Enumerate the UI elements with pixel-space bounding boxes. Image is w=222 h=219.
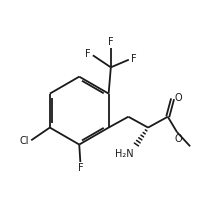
- Text: F: F: [78, 163, 84, 173]
- Text: F: F: [109, 37, 114, 47]
- Text: O: O: [175, 134, 182, 144]
- Text: O: O: [175, 93, 182, 103]
- Text: F: F: [85, 49, 90, 59]
- Text: F: F: [131, 54, 137, 64]
- Text: Cl: Cl: [20, 136, 29, 146]
- Text: H₂N: H₂N: [115, 149, 133, 159]
